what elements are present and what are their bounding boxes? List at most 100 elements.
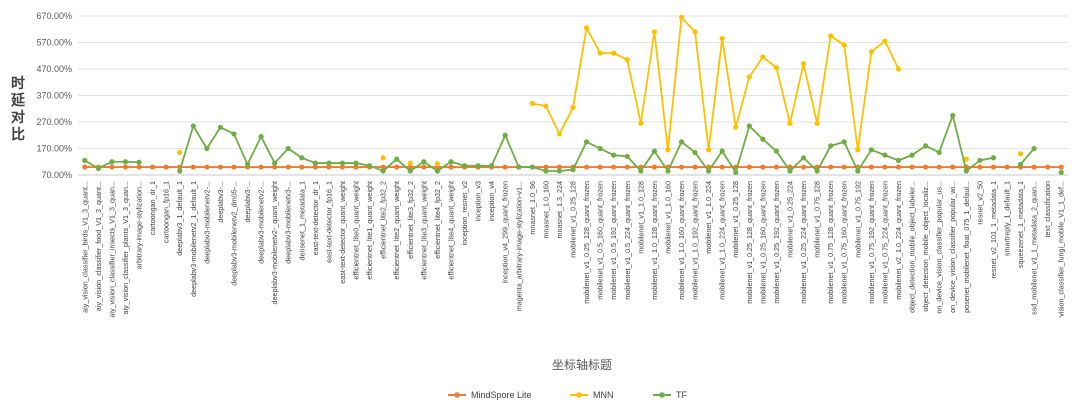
data-point [516,164,522,170]
data-point [82,164,88,170]
x-tick-label: mobilenet_v1_0.75_160_quant_frozen [840,181,849,304]
data-point [353,164,359,170]
data-point [556,164,563,170]
data-point [109,164,115,170]
x-tick-label: mobilenet_v1_0.25_128 [731,181,740,258]
data-point [543,168,549,174]
data-point [217,124,223,130]
data-point [665,147,671,153]
data-point [339,160,346,166]
data-point [190,164,196,170]
x-tick-label: mobilenet_v1_1.0_160_quant_frozen [677,181,686,300]
data-point [611,164,617,170]
x-tick-label: mobilenet_v1_0.25_128 [569,181,578,258]
data-point [923,164,929,170]
x-tick-label: mobilenet_v1_0.25_128_quant_frozen [582,181,591,304]
x-tick-label: arbitrary-image-stylization... [135,181,144,269]
data-point [1058,169,1064,175]
data-point [678,139,685,145]
data-point [950,164,956,170]
y-tick-label: 670.00% [36,11,72,21]
series-mnn [177,14,1024,167]
data-point [624,57,630,63]
data-point [407,160,413,166]
data-point [909,164,915,170]
x-tick-label: mobilenet_v1_0.75_224_quant_frozen [880,181,889,304]
gridlines [78,15,1068,176]
legend-swatch-marker [576,392,582,398]
x-tick-label: deeplabv3-mobilenetv2-... [257,181,266,264]
data-point [760,164,766,170]
data-point [841,164,847,170]
data-point [122,159,129,165]
data-point [407,164,413,170]
data-point [177,168,183,174]
data-point [380,168,386,174]
x-tick-label: mobilenet_v1_1.0_224_quant_frozen [718,181,727,300]
x-tick-label: object_detection_mobile_object_labeler..… [908,181,917,313]
data-point [706,168,712,174]
data-point [787,168,793,174]
data-point [489,163,495,169]
data-point [868,49,874,55]
x-tick-label: mobilenet_v1_0.75_192 [853,181,862,258]
x-tick-label: deeplabv3-mobilenetv2-_quant_weight [270,181,279,304]
data-point [231,131,237,137]
data-point [258,164,264,170]
data-point [312,160,318,166]
x-tick-label: mobilenet_v1_1.0_160 [663,181,672,254]
data-point [611,50,617,56]
x-tick-label: mnasnet_1.3_224 [555,181,564,239]
y-axis-title-char: 比 [11,126,25,142]
data-point [597,145,603,152]
x-tick-label: efficientnet_lite1_quant_weight [365,181,374,280]
y-tick-label: 170.00% [36,144,72,154]
data-point [909,152,915,158]
data-point [882,38,888,44]
data-point [583,139,590,145]
x-tick-label: deeplabv3-mobilenetv2-... [202,181,211,264]
data-point [272,164,278,170]
data-point [936,149,942,156]
x-tick-label: mobilenet_v1_0.75_192_quant_frozen [867,181,876,304]
data-point [1031,145,1037,152]
x-tick-label: object_detection_mobile_object_localiz..… [921,181,930,312]
data-point [800,61,807,67]
data-point [963,168,969,174]
legend-label: TF [676,390,687,400]
data-point [923,143,929,149]
x-tick-label: efficientnet_lite2_quant_weight [392,181,401,280]
data-point [733,169,739,175]
data-point [448,159,454,165]
data-point [529,164,535,170]
series-tf [82,112,1064,175]
data-point [394,164,400,170]
data-point [651,148,657,154]
data-point [895,164,902,170]
data-point [895,66,902,72]
data-point [665,168,671,174]
data-point [109,159,115,165]
data-point [841,42,847,48]
data-point [177,149,183,156]
legend-label: MNN [593,390,614,400]
data-point [678,14,685,20]
data-point [773,148,780,154]
data-point [1017,151,1024,157]
x-tick-label: mobilenet_v1_0.25_224 [785,181,794,258]
data-point [950,112,956,118]
x-tick-label: east-text-detector_quant_weight [338,181,347,284]
x-tick-label: cartoongan_fp16_1 [162,181,171,243]
data-point [773,164,780,170]
data-point [882,152,888,158]
data-point [787,120,793,126]
data-point [638,168,644,174]
y-tick-label: 470.00% [36,64,72,74]
x-tick-label: mobilenet_v1_0.25_160_quant_frozen [758,181,767,304]
data-point [692,149,698,156]
x-tick-label: inception_resnet_v2 [460,181,469,245]
data-point [1031,164,1037,170]
y-tick-label: 370.00% [36,91,72,101]
data-point [82,157,88,164]
x-tick-label: mobilenet_v1_0.75_128 [813,181,822,258]
